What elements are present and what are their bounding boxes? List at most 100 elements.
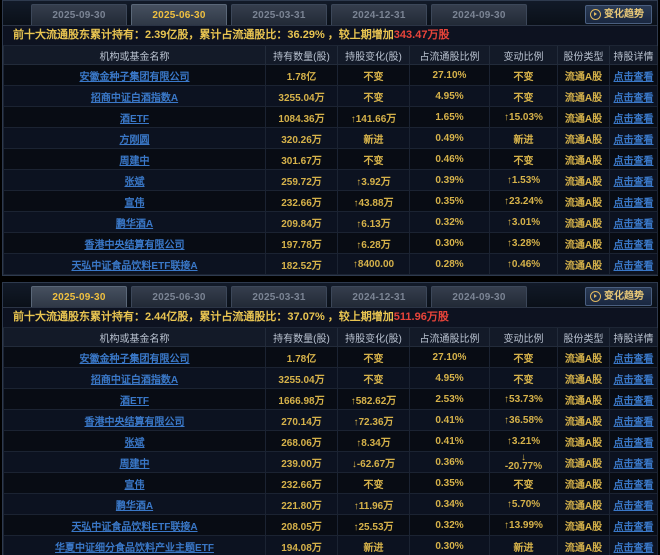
holding-detail-cell: 点击查看 [609,430,658,452]
float-share-ratio-cell: 0.46% [409,148,490,170]
share-type-cell: 流通A股 [557,451,610,473]
arrow-up-icon [353,198,358,209]
holding-quantity-cell: 301.67万 [265,148,338,170]
float-share-ratio-cell: 0.32% [409,514,490,536]
float-share-ratio-cell: 0.41% [409,430,490,452]
view-detail-link[interactable]: 点击查看 [613,353,654,365]
period-tab-2025-06-30[interactable]: 2025-06-30 [131,4,227,25]
holding-change-value: -62.67万 [356,458,396,470]
arrow-up-icon [507,217,512,228]
holder-name-cell: 酒ETF [3,106,266,128]
view-detail-link[interactable]: 点击查看 [613,521,654,533]
holding-detail-cell: 点击查看 [609,253,658,275]
holding-change-value: 25.53万 [358,521,394,533]
view-detail-link[interactable]: 点击查看 [613,416,654,428]
holder-name-link[interactable]: 宣伟 [124,479,145,491]
holder-name-link[interactable]: 张斌 [124,437,145,449]
holding-change-cell: 不变 [337,472,410,494]
view-detail-link[interactable]: 点击查看 [613,260,654,272]
view-detail-link[interactable]: 点击查看 [613,197,654,209]
holding-change-cell: 582.62万 [337,388,410,410]
period-tab-2025-03-31[interactable]: 2025-03-31 [231,286,327,307]
holding-change-value: 582.62万 [355,395,397,407]
holder-name-link[interactable]: 酒ETF [120,395,149,407]
holder-name-link[interactable]: 香港中央结算有限公司 [84,239,185,251]
view-detail-link[interactable]: 点击查看 [613,71,654,83]
period-tab-2024-09-30[interactable]: 2024-09-30 [431,4,527,25]
share-type-cell: 流通A股 [557,253,610,275]
view-detail-link[interactable]: 点击查看 [613,479,654,491]
view-detail-link[interactable]: 点击查看 [613,155,654,167]
change-rate-value: 5.70% [511,498,541,510]
view-detail-link[interactable]: 点击查看 [613,458,654,470]
view-detail-link[interactable]: 点击查看 [613,176,654,188]
holder-name-link[interactable]: 鹏华酒A [115,218,154,230]
holding-detail-cell: 点击查看 [609,409,658,431]
table-row: 宣伟 232.66万 不变 0.35% 不变 流通A股 点击查看 [3,472,658,494]
holding-quantity-cell: 1084.36万 [265,106,338,128]
holder-name-link[interactable]: 周建中 [119,155,150,167]
holder-name-link[interactable]: 宣伟 [124,197,145,209]
holder-name-link[interactable]: 天弘中证食品饮料ETF联接A [71,260,198,272]
period-tab-2024-12-31[interactable]: 2024-12-31 [331,286,427,307]
summary-prefix: 前十大流通股东累计持有： [13,311,145,323]
view-detail-link[interactable]: 点击查看 [613,92,654,104]
holding-detail-cell: 点击查看 [609,190,658,212]
share-type-cell: 流通A股 [557,388,610,410]
view-detail-link[interactable]: 点击查看 [613,437,654,449]
summary-suffix: ，较上期增加 [324,29,394,41]
holding-quantity-cell: 209.84万 [265,211,338,233]
period-tab-2024-12-31[interactable]: 2024-12-31 [331,4,427,25]
holder-name-link[interactable]: 酒ETF [120,113,149,125]
arrow-up-icon [353,522,358,533]
view-detail-link[interactable]: 点击查看 [613,218,654,230]
holding-quantity-cell: 1.78亿 [265,346,338,368]
change-rate-cell: 不变 [489,85,558,107]
holding-change-value: 6.28万 [361,239,391,251]
arrow-up-icon [504,112,509,123]
float-share-ratio-cell: 0.36% [409,451,490,473]
share-type-cell: 流通A股 [557,535,610,555]
table-row: 安徽金种子集团有限公司 1.78亿 不变 27.10% 不变 流通A股 点击查看 [3,346,658,368]
float-share-ratio-cell: 0.30% [409,232,490,254]
holding-quantity-cell: 320.26万 [265,127,338,149]
holder-name-link[interactable]: 方刚圆 [119,134,150,146]
holder-name-link[interactable]: 安徽金种子集团有限公司 [79,71,190,83]
holding-change-cell: 3.92万 [337,169,410,191]
holder-name-link[interactable]: 招商中证白酒指数A [90,92,179,104]
view-detail-link[interactable]: 点击查看 [613,239,654,251]
period-tab-2025-09-30[interactable]: 2025-09-30 [31,286,127,307]
share-type-cell: 流通A股 [557,430,610,452]
holder-name-link[interactable]: 招商中证白酒指数A [90,374,179,386]
period-tab-2025-03-31[interactable]: 2025-03-31 [231,4,327,25]
view-detail-link[interactable]: 点击查看 [613,542,654,554]
holder-name-link[interactable]: 天弘中证食品饮料ETF联接A [71,521,198,533]
change-rate-cell: 不变 [489,472,558,494]
column-header-1: 持有数量(股) [265,328,338,347]
period-tab-2025-06-30[interactable]: 2025-06-30 [131,286,227,307]
period-tab-2024-09-30[interactable]: 2024-09-30 [431,286,527,307]
table-body: 安徽金种子集团有限公司 1.78亿 不变 27.10% 不变 流通A股 点击查看 招商中证白酒… [3,64,658,275]
arrow-up-icon [504,196,509,207]
holder-name-link[interactable]: 周建中 [119,458,150,470]
holder-name-link[interactable]: 香港中央结算有限公司 [84,416,185,428]
view-detail-link[interactable]: 点击查看 [613,374,654,386]
view-detail-link[interactable]: 点击查看 [613,395,654,407]
view-detail-link[interactable]: 点击查看 [613,134,654,146]
holder-name-link[interactable]: 张斌 [124,176,145,188]
holding-change-value: 11.96万 [358,500,394,512]
view-detail-link[interactable]: 点击查看 [613,500,654,512]
float-share-ratio-cell: 0.32% [409,211,490,233]
holder-name-link[interactable]: 鹏华酒A [115,500,154,512]
view-detail-link[interactable]: 点击查看 [613,113,654,125]
summary-prefix: 前十大流通股东累计持有： [13,29,145,41]
holder-name-cell: 方刚圆 [3,127,266,149]
change-trend-button[interactable]: 变化趋势 [585,5,652,24]
change-trend-button[interactable]: 变化趋势 [585,287,652,306]
summary-total-shares: 2.39亿股 [145,29,189,41]
holder-name-link[interactable]: 华夏中证细分食品饮料产业主题ETF [55,542,214,554]
period-tab-2025-09-30[interactable]: 2025-09-30 [31,4,127,25]
summary-suffix: ，较上期增加 [324,311,394,323]
holder-name-link[interactable]: 安徽金种子集团有限公司 [79,353,190,365]
column-header-0: 机构或基金名称 [3,46,266,65]
